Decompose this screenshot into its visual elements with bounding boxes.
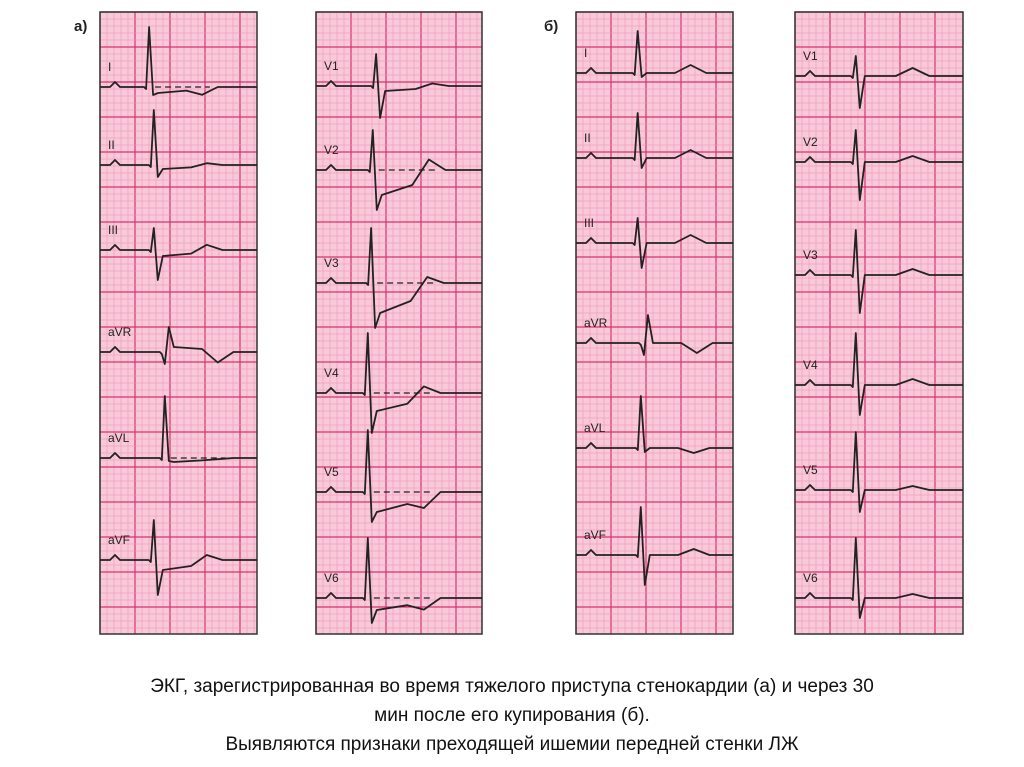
lead-label: V4 (803, 358, 818, 372)
lead-label: V3 (324, 256, 339, 270)
lead-label: aVL (108, 431, 130, 445)
lead-label: V2 (324, 143, 339, 157)
lead-label: II (108, 138, 115, 152)
ecg-paper (316, 12, 482, 634)
lead-label: V1 (324, 59, 339, 73)
ecg-trace (795, 129, 963, 201)
ecg-trace (316, 537, 482, 624)
lead-label: II (584, 131, 591, 145)
lead-label: V6 (324, 571, 339, 585)
caption: ЭКГ, зарегистрированная во время тяжелог… (0, 672, 1024, 759)
lead-label: aVF (108, 533, 130, 547)
ecg-trace (316, 332, 482, 434)
ecg-paper (576, 12, 733, 634)
lead-label: V1 (803, 49, 818, 63)
ecg-trace (576, 30, 733, 78)
ecg-trace (316, 429, 482, 523)
ecg-trace (576, 112, 733, 169)
lead-label: I (584, 46, 587, 60)
ecg-figure: IIIIIIaVRaVLaVFV1V2V3V4V5V6IIIIIIaVRaVLa… (99, 11, 964, 635)
ecg-trace (795, 332, 963, 416)
ecg-trace (576, 314, 733, 356)
panel-a-label: а) (74, 18, 88, 35)
lead-label: V6 (803, 571, 818, 585)
ecg-trace (795, 229, 963, 314)
lead-label: V4 (324, 366, 339, 380)
lead-label: aVR (108, 325, 132, 339)
lead-label: V5 (803, 463, 818, 477)
ecg-paper (100, 12, 257, 634)
caption-line-2: мин после его купирования (б). (374, 705, 650, 726)
ecg-trace (100, 227, 257, 281)
lead-label: aVR (584, 316, 608, 330)
ecg-trace (316, 227, 482, 329)
caption-line-3: Выявляются признаки преходящей ишемии пе… (225, 734, 799, 755)
lead-label: aVF (584, 528, 606, 542)
ecg-trace (100, 519, 257, 596)
lead-label: I (108, 60, 111, 74)
ecg-trace (576, 395, 733, 454)
ecg-trace (576, 217, 733, 269)
ecg-trace (795, 431, 963, 513)
ecg-strip: V1 V2 V3 V4 V5 V6 (315, 11, 483, 635)
ecg-trace (316, 53, 482, 119)
lead-label: V5 (324, 465, 339, 479)
ecg-trace (795, 537, 963, 619)
ecg-trace (100, 26, 257, 96)
ecg-trace (316, 129, 482, 211)
lead-label: III (108, 223, 118, 237)
panel-b-label: б) (544, 18, 559, 35)
caption-line-1: ЭКГ, зарегистрированная во время тяжелог… (150, 676, 874, 697)
ecg-trace (795, 55, 963, 109)
ecg-trace (100, 326, 257, 365)
ecg-trace (100, 395, 257, 463)
lead-label: III (584, 216, 594, 230)
lead-label: aVL (584, 421, 606, 435)
ecg-trace (576, 506, 733, 586)
lead-label: V3 (803, 248, 818, 262)
ecg-trace (100, 109, 257, 178)
lead-label: V2 (803, 135, 818, 149)
ecg-strip: V1 V2 V3 V4 V5 V6 (794, 11, 964, 635)
